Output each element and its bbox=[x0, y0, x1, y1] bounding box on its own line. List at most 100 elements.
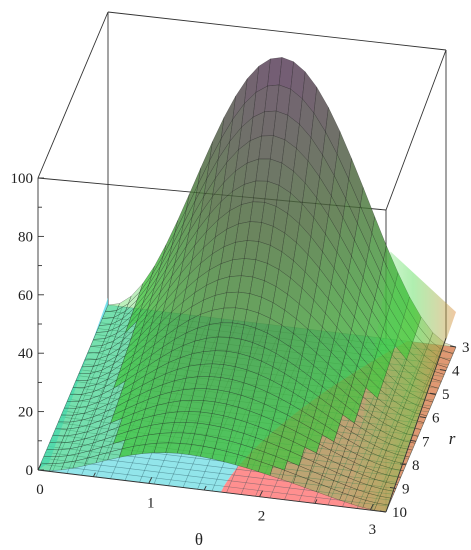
right-tint bbox=[348, 251, 456, 512]
x-tick-label: 0 bbox=[36, 482, 44, 498]
surface-patch bbox=[333, 432, 349, 449]
surface-patch bbox=[75, 450, 91, 462]
surface-patch bbox=[84, 427, 100, 440]
surface-patch bbox=[40, 456, 56, 464]
surface-patch bbox=[165, 442, 181, 454]
surface-patch bbox=[75, 398, 91, 409]
surface-patch bbox=[110, 409, 126, 424]
plane-grid-line bbox=[45, 452, 394, 495]
surface-patch bbox=[92, 355, 109, 367]
surface-patch bbox=[92, 430, 109, 444]
x-tick bbox=[148, 477, 153, 484]
surface-patch bbox=[313, 452, 329, 468]
surface-patch bbox=[52, 428, 68, 437]
surface-patch bbox=[269, 465, 285, 480]
surface-patch bbox=[128, 283, 144, 304]
surface-patch bbox=[81, 408, 97, 421]
surface-patch bbox=[206, 200, 222, 233]
x-tick-label: 2 bbox=[258, 509, 266, 525]
surface-patch bbox=[168, 389, 184, 404]
surface-patch bbox=[81, 435, 97, 447]
y-tick-label: 8 bbox=[412, 458, 420, 474]
surface-patch bbox=[177, 216, 193, 252]
surface-patch bbox=[104, 371, 120, 388]
surface-patch bbox=[104, 397, 120, 413]
surface-patch bbox=[281, 469, 297, 484]
surface-patch bbox=[104, 426, 120, 440]
surface-patch bbox=[179, 340, 196, 359]
surface-patch bbox=[156, 311, 173, 335]
surface-patch bbox=[301, 446, 317, 463]
surface-patch bbox=[339, 456, 355, 471]
surface-patch bbox=[107, 448, 123, 461]
surface-patch bbox=[78, 442, 94, 454]
surface-patch bbox=[330, 441, 346, 457]
plane-grid-line bbox=[385, 346, 457, 513]
surface-patch bbox=[310, 461, 326, 476]
z-tick-label: 60 bbox=[18, 288, 33, 304]
box-top-left bbox=[37, 11, 109, 179]
surface-patch bbox=[113, 346, 129, 365]
surface-patch bbox=[113, 323, 129, 342]
surface-patch bbox=[69, 387, 85, 395]
surface-patch bbox=[130, 317, 146, 339]
box-base bbox=[37, 337, 447, 513]
surface-patch bbox=[95, 395, 112, 410]
surface-patch bbox=[118, 382, 135, 399]
surface-patch bbox=[324, 458, 341, 473]
surface-patch bbox=[101, 310, 118, 320]
plane-grid-line bbox=[47, 446, 397, 489]
surface-patch bbox=[46, 442, 62, 451]
surface-patch bbox=[223, 291, 239, 309]
surface-patch bbox=[75, 373, 91, 381]
surface-patch bbox=[119, 308, 135, 327]
surface-patch bbox=[63, 401, 80, 409]
surface-patch bbox=[183, 229, 199, 261]
surface-patch bbox=[72, 380, 88, 388]
surface-patch bbox=[55, 421, 71, 430]
surface-patch bbox=[142, 405, 158, 419]
surface-patch bbox=[95, 347, 112, 360]
surface-patch bbox=[107, 318, 123, 333]
surface-patch bbox=[84, 352, 100, 361]
surface-patch bbox=[214, 276, 230, 296]
surface-patch bbox=[145, 292, 161, 318]
surface-patch bbox=[95, 451, 111, 464]
y-tick bbox=[409, 439, 417, 442]
x-tick bbox=[259, 490, 263, 497]
surface-patch bbox=[330, 480, 346, 494]
y-tick-label: 9 bbox=[402, 481, 410, 497]
surface-patch bbox=[232, 240, 248, 261]
surface-patch bbox=[55, 448, 71, 458]
surface-patch bbox=[43, 449, 59, 458]
surface-patch bbox=[101, 355, 118, 371]
surface-patch bbox=[220, 96, 236, 139]
surface-patch bbox=[229, 102, 245, 143]
surface-patch bbox=[342, 404, 358, 424]
surface-patch bbox=[203, 219, 219, 249]
surface-patch bbox=[162, 220, 178, 257]
surface-patch bbox=[112, 431, 129, 444]
surface-patch bbox=[90, 338, 106, 347]
surface-patch bbox=[49, 462, 65, 471]
surface-patch bbox=[232, 162, 248, 192]
surface-patch bbox=[171, 209, 187, 247]
y-tick bbox=[429, 392, 437, 395]
surface-patch bbox=[125, 291, 141, 312]
plane-grid-line bbox=[66, 308, 138, 474]
surface-patch bbox=[86, 446, 103, 459]
surface-patch bbox=[122, 300, 138, 319]
surface-patch bbox=[86, 419, 103, 433]
x-minor-tick bbox=[314, 499, 318, 504]
surface-patch bbox=[124, 394, 141, 410]
surface-patch bbox=[295, 465, 311, 480]
surface-patch bbox=[60, 434, 77, 444]
surface-patch bbox=[98, 387, 115, 403]
surface-patch bbox=[136, 275, 152, 301]
surface-patch bbox=[104, 325, 120, 340]
surface-patch bbox=[171, 332, 187, 352]
surface-patch bbox=[115, 391, 132, 408]
y-tick bbox=[379, 510, 387, 513]
surface-patch bbox=[63, 453, 80, 464]
z-tick-label: 40 bbox=[18, 346, 33, 362]
